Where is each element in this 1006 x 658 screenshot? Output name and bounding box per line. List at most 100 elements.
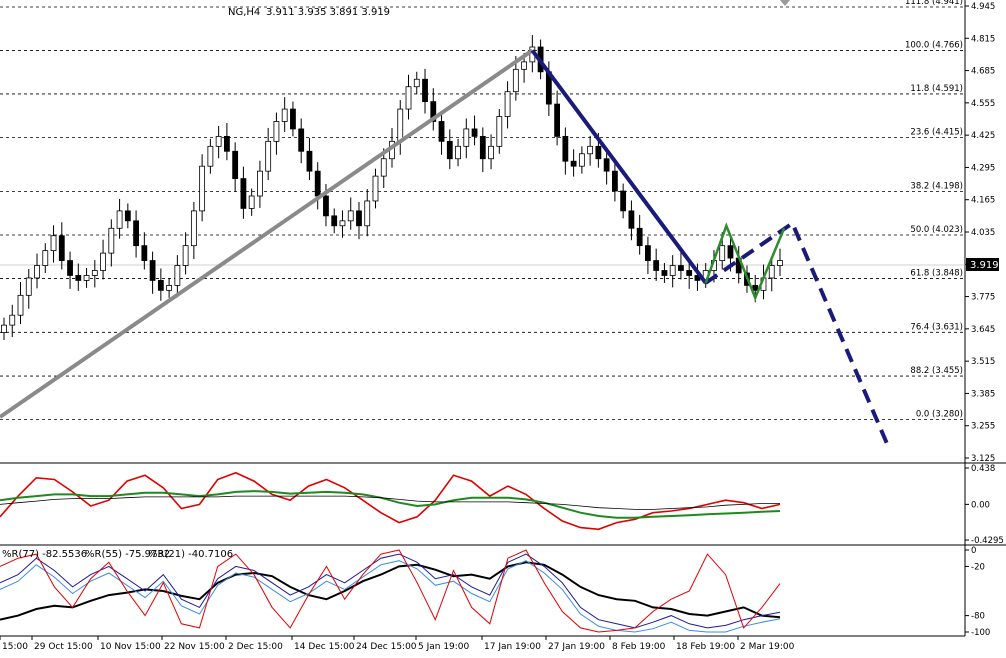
candle-body	[50, 235, 57, 252]
candle-body	[595, 145, 602, 160]
osc-tick-label: 0.438	[971, 464, 995, 474]
candle-body	[166, 284, 173, 291]
candle-body	[174, 265, 181, 286]
price-tick-label: 4.425	[971, 131, 995, 141]
candle-body	[628, 210, 635, 229]
candle-body	[768, 265, 775, 279]
candle-body	[339, 220, 346, 227]
price-tick-label: 3.125	[971, 454, 995, 464]
price-tick-label: 4.035	[971, 228, 995, 238]
candle-body	[578, 153, 585, 167]
candle-body	[471, 128, 478, 137]
candle-body	[215, 135, 222, 147]
candle-body	[405, 86, 412, 110]
candle-body	[488, 145, 494, 160]
candle-body	[157, 280, 164, 291]
candle-body	[25, 277, 32, 296]
wave-line-green[interactable]	[704, 222, 786, 302]
candle-body	[686, 270, 693, 276]
chart-ohlc: 3.911 3.935 3.891 3.919	[266, 7, 390, 18]
candle-body	[562, 135, 569, 162]
williams-series-line	[0, 561, 781, 621]
candle-body	[372, 175, 379, 202]
fib-level-label: 76.4 (3.631)	[910, 322, 963, 332]
candle-body	[58, 235, 65, 261]
candle-body	[124, 210, 131, 222]
candle-body	[298, 128, 305, 152]
candle-body	[100, 252, 106, 271]
price-tick-label: 3.255	[971, 422, 995, 432]
candle-body	[587, 145, 594, 155]
candle-body	[422, 78, 428, 103]
candle-body	[397, 108, 404, 142]
fib-level-label: 111.8 (4.941)	[905, 0, 963, 7]
candle-body	[281, 108, 288, 122]
time-tick-label: 22 Nov 15:00	[164, 642, 225, 652]
candle-body	[207, 145, 214, 167]
current-price-label: 3.919	[970, 260, 999, 271]
candle-body	[661, 270, 668, 276]
candle-body	[182, 245, 189, 266]
candle-body	[611, 170, 618, 192]
candle-body	[719, 245, 726, 261]
fib-level-label: 50.0 (4.023)	[910, 225, 963, 235]
time-tick-label: 15:00	[2, 642, 28, 652]
price-tick-label: 3.515	[971, 357, 995, 367]
time-tick-label: 14 Dec 15:00	[294, 642, 355, 652]
candle-body	[727, 245, 734, 259]
williams-series-line	[0, 553, 781, 629]
candle-body	[636, 227, 643, 247]
williams-label-55: %R(55) -75.9732	[85, 549, 170, 560]
candle-body	[314, 170, 321, 197]
candle-body	[430, 101, 437, 122]
candle-body	[438, 121, 445, 142]
osc-series-line	[0, 471, 781, 531]
osc-series-line	[0, 490, 781, 519]
price-tick-label: 4.555	[971, 99, 995, 109]
price-tick-label: 4.165	[971, 196, 995, 206]
candle-body	[108, 227, 115, 254]
candle-body	[290, 108, 296, 130]
candle-body	[248, 195, 255, 209]
time-tick-label: 5 Jan 19:00	[418, 642, 470, 652]
candle-body	[190, 210, 197, 247]
wave-line-solid[interactable]	[530, 49, 708, 285]
candle-body	[669, 265, 676, 276]
candle-body	[777, 260, 783, 266]
trend-line-gray[interactable]	[0, 48, 534, 419]
candle-body	[413, 78, 420, 88]
candle-body	[678, 265, 684, 271]
time-tick-label: 8 Feb 19:00	[612, 642, 666, 652]
candle-body	[133, 220, 139, 247]
candle-body	[34, 265, 40, 279]
candle-body	[9, 314, 16, 326]
candle-body	[232, 150, 239, 180]
price-tick-label: 4.295	[971, 163, 995, 173]
candle-body	[273, 121, 280, 142]
chart-shift-marker-icon[interactable]	[780, 0, 790, 6]
candle-body	[570, 160, 577, 167]
candle-body	[1, 324, 7, 333]
candle-body	[323, 195, 329, 217]
williams-series-line	[0, 549, 781, 633]
candle-body	[42, 250, 49, 266]
candle-body	[620, 190, 627, 212]
candle-body	[347, 210, 354, 222]
candle-body	[91, 270, 98, 276]
candle-body	[199, 165, 206, 212]
williams-tick-label: -100	[971, 628, 990, 638]
wave-line-projection[interactable]	[704, 220, 890, 446]
candle-body	[479, 135, 486, 160]
candle-body	[364, 200, 371, 227]
candle-body	[67, 260, 73, 276]
time-tick-label: 18 Feb 19:00	[676, 642, 735, 652]
osc-series-line	[0, 495, 780, 510]
candle-body	[496, 116, 503, 147]
time-tick-label: 17 Jan 19:00	[484, 642, 541, 652]
candle-body	[504, 91, 511, 117]
candle-body	[149, 260, 156, 281]
candle-body	[380, 158, 387, 177]
candle-body	[331, 215, 338, 227]
